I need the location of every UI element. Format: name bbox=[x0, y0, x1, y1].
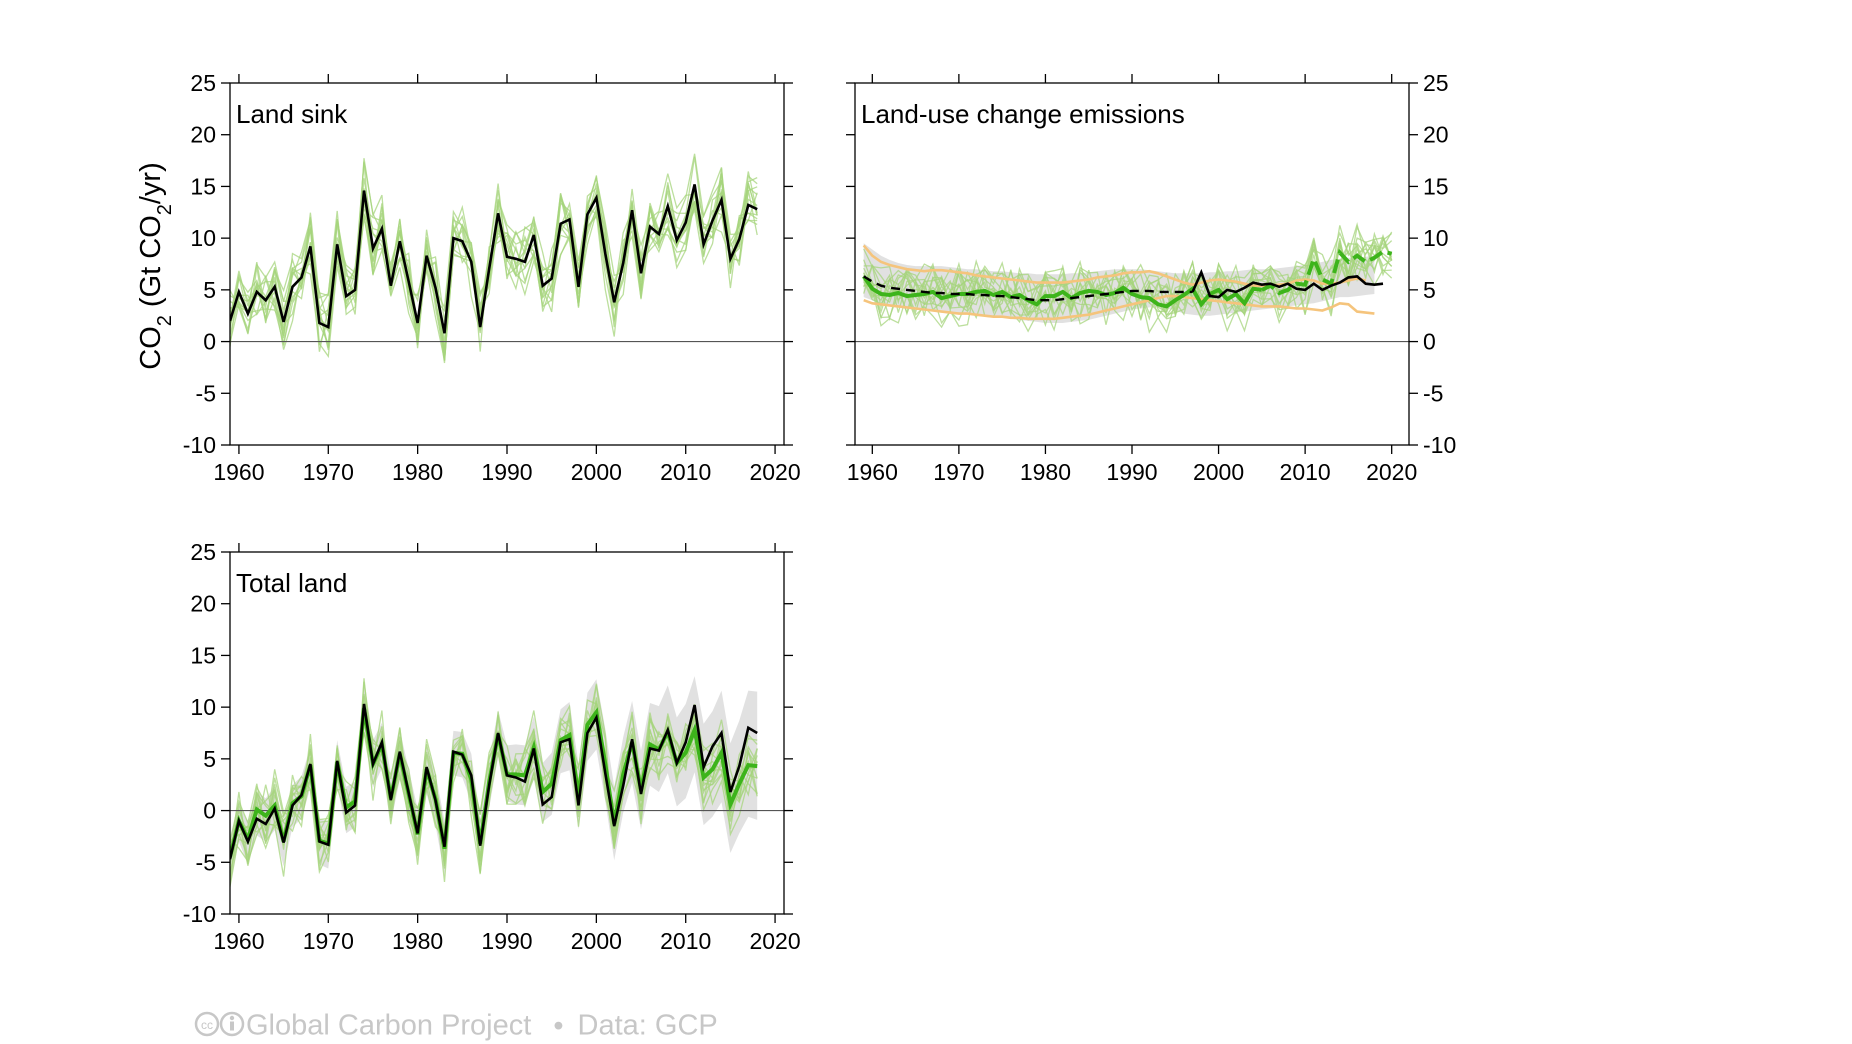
creative-commons-icon: cc bbox=[194, 1010, 246, 1044]
x-tick-label: 1980 bbox=[1020, 459, 1071, 485]
x-tick-label: 2000 bbox=[571, 459, 622, 485]
y-axis-label: CO2 (Gt CO2/yr) bbox=[135, 162, 176, 370]
panel-title: Land sink bbox=[236, 99, 348, 129]
x-tick-label: 1970 bbox=[303, 459, 354, 485]
mean-line bbox=[230, 184, 758, 334]
x-tick-label: 1960 bbox=[847, 459, 898, 485]
y-tick-label: 15 bbox=[1423, 173, 1449, 199]
mean-dashed-line bbox=[863, 275, 1193, 302]
model-line-13 bbox=[863, 237, 1393, 321]
x-tick-label: 1970 bbox=[933, 459, 984, 485]
x-tick-label: 2020 bbox=[749, 928, 800, 954]
y-tick-label: -5 bbox=[196, 849, 216, 875]
y-tick-label: 20 bbox=[1423, 122, 1449, 148]
y-tick-label: 0 bbox=[1423, 329, 1436, 355]
y-tick-label: 15 bbox=[190, 642, 216, 668]
plot-area bbox=[230, 676, 784, 887]
y-tick-label: 5 bbox=[1423, 277, 1436, 303]
y-tick-label: -10 bbox=[183, 432, 216, 458]
x-tick-label: 2010 bbox=[660, 928, 711, 954]
y-tick-label: -5 bbox=[1423, 380, 1443, 406]
panel-land-use-change: -10 -5 0 5 10 15 20 25 1960 1970 1980 1990 2000 2010 2… bbox=[846, 70, 1456, 485]
y-tick-label: 0 bbox=[203, 798, 216, 824]
model-line-7 bbox=[863, 241, 1392, 323]
bookkeeping-line-0 bbox=[862, 244, 1366, 287]
model-line-12 bbox=[863, 238, 1393, 319]
footer-credit: cc Global Carbon Project • Data: GCP bbox=[194, 1010, 718, 1044]
model-line-6 bbox=[863, 225, 1393, 317]
footer-separator: • bbox=[553, 1009, 564, 1042]
footer-source: Global Carbon Project bbox=[246, 1009, 532, 1042]
x-tick-label: 1990 bbox=[1106, 459, 1157, 485]
x-tick-label: 2010 bbox=[1280, 459, 1331, 485]
footer-data: Data: GCP bbox=[577, 1009, 718, 1042]
x-tick-label: 1970 bbox=[303, 928, 354, 954]
green-dashed-line bbox=[1260, 248, 1393, 296]
mean-line bbox=[1191, 268, 1384, 299]
y-tick-label: 25 bbox=[190, 70, 216, 96]
y-tick-label: 20 bbox=[190, 591, 216, 617]
plot-area bbox=[855, 222, 1409, 343]
x-tick-label: 1990 bbox=[481, 928, 532, 954]
panel-land-sink: -10 -5 0 5 10 15 20 25 1960 1970 1980 1990 2000 2010 2… bbox=[183, 70, 801, 485]
y-tick-label: 10 bbox=[1423, 225, 1449, 251]
x-tick-label: 1960 bbox=[213, 928, 264, 954]
svg-text:cc: cc bbox=[201, 1018, 213, 1032]
x-tick-label: 2020 bbox=[1366, 459, 1417, 485]
x-tick-label: 1990 bbox=[481, 459, 532, 485]
bookkeeping-line-1 bbox=[863, 294, 1375, 321]
panel-title: Total land bbox=[236, 568, 347, 598]
y-tick-label: 20 bbox=[190, 122, 216, 148]
y-tick-label: 5 bbox=[203, 277, 216, 303]
y-tick-label: 5 bbox=[203, 746, 216, 772]
mean-line bbox=[230, 703, 758, 860]
y-tick-label: 0 bbox=[203, 329, 216, 355]
y-tick-label: 10 bbox=[190, 694, 216, 720]
y-tick-label: -10 bbox=[183, 901, 216, 927]
x-tick-label: 2010 bbox=[660, 459, 711, 485]
y-tick-label: 10 bbox=[190, 225, 216, 251]
y-tick-label: -5 bbox=[196, 380, 216, 406]
x-tick-label: 1980 bbox=[392, 928, 443, 954]
panel-title: Land-use change emissions bbox=[861, 99, 1185, 129]
x-tick-label: 2000 bbox=[571, 928, 622, 954]
y-tick-label: 25 bbox=[190, 539, 216, 565]
y-tick-label: 15 bbox=[190, 173, 216, 199]
x-tick-label: 2020 bbox=[749, 459, 800, 485]
x-tick-label: 2000 bbox=[1193, 459, 1244, 485]
green-solid-line bbox=[862, 275, 1263, 309]
x-tick-label: 1980 bbox=[392, 459, 443, 485]
y-tick-label: -10 bbox=[1423, 432, 1456, 458]
y-tick-label: 25 bbox=[1423, 70, 1449, 96]
plot-area bbox=[230, 153, 784, 364]
panel-total-land: -10 -5 0 5 10 15 20 25 1960 1970 1980 1990 2000 2010 2… bbox=[183, 539, 801, 954]
x-tick-label: 1960 bbox=[213, 459, 264, 485]
